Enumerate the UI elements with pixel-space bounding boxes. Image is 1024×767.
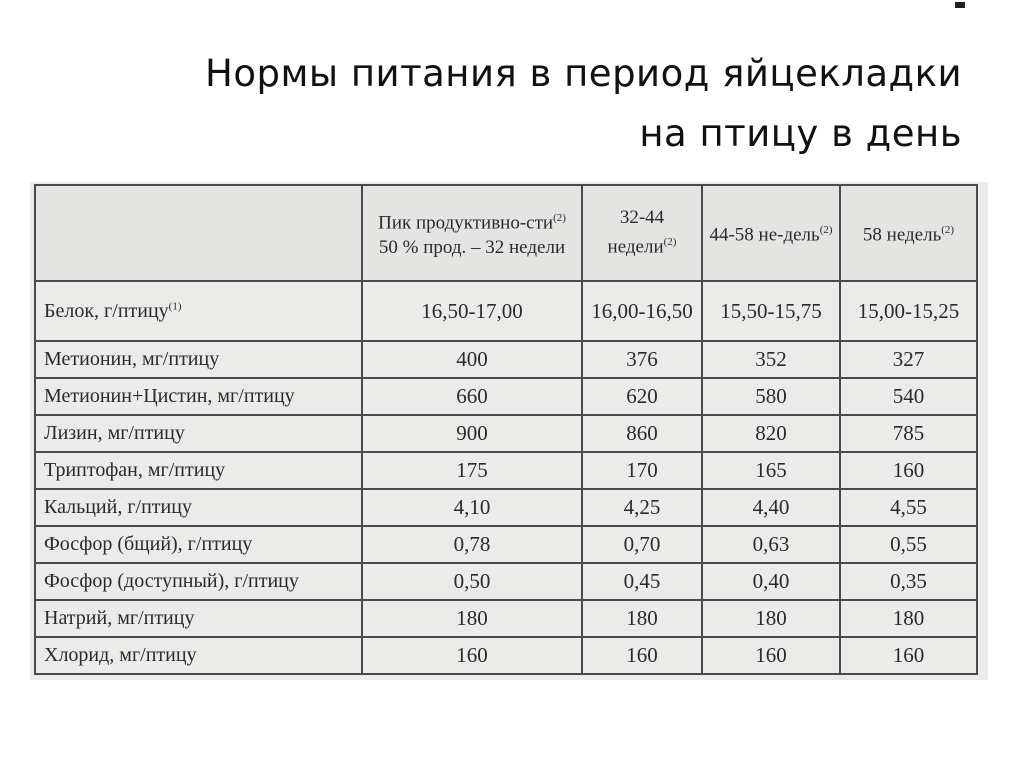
header-cell-44-58: 44-58 не-дель(2): [701, 184, 841, 282]
value-cell: 0,55: [839, 525, 978, 564]
value-cell: 4,55: [839, 488, 978, 527]
header-cell-peak: Пик продуктивно-сти(2) 50 % прод. – 32 н…: [361, 184, 583, 282]
value-cell: 165: [701, 451, 841, 490]
value-cell: 160: [581, 636, 703, 675]
value-cell: 0,50: [361, 562, 583, 601]
value-cell: 180: [361, 599, 583, 638]
value-cell: 327: [839, 340, 978, 379]
nutrition-table: Пик продуктивно-сти(2) 50 % прод. – 32 н…: [34, 184, 978, 675]
value-cell: 0,35: [839, 562, 978, 601]
title-line-2: на птицу в день: [639, 112, 962, 155]
table-row: Белок, г/птицу(1) 16,50-17,00 16,00-16,50 1…: [34, 280, 978, 342]
value-cell: 580: [701, 377, 841, 416]
table-row: Кальций, г/птицу 4,10 4,25 4,40 4,55: [34, 488, 978, 527]
table-row: Фосфор (бщий), г/птицу 0,78 0,70 0,63 0,55: [34, 525, 978, 564]
table-row: Лизин, мг/птицу 900 860 820 785: [34, 414, 978, 453]
row-label: Фосфор (бщий), г/птицу: [34, 525, 363, 564]
value-cell: 180: [839, 599, 978, 638]
value-cell: 400: [361, 340, 583, 379]
corner-dash-mark: [955, 2, 965, 8]
value-cell: 540: [839, 377, 978, 416]
value-cell: 15,50-15,75: [701, 280, 841, 342]
value-cell: 860: [581, 414, 703, 453]
value-cell: 0,45: [581, 562, 703, 601]
value-cell: 376: [581, 340, 703, 379]
row-label: Натрий, мг/птицу: [34, 599, 363, 638]
title-line-1: Нормы питания в период яйцекладки: [205, 52, 962, 95]
table-row: Триптофан, мг/птицу 175 170 165 160: [34, 451, 978, 490]
table-row: Метионин+Цистин, мг/птицу 660 620 580 540: [34, 377, 978, 416]
row-label: Хлорид, мг/птицу: [34, 636, 363, 675]
table-photo: Пик продуктивно-сти(2) 50 % прод. – 32 н…: [30, 182, 988, 680]
value-cell: 352: [701, 340, 841, 379]
row-label: Триптофан, мг/птицу: [34, 451, 363, 490]
row-label: Метионин, мг/птицу: [34, 340, 363, 379]
row-label: Метионин+Цистин, мг/птицу: [34, 377, 363, 416]
value-cell: 160: [839, 451, 978, 490]
value-cell: 180: [701, 599, 841, 638]
slide-title: Нормы питания в период яйцекладки на пти…: [205, 44, 962, 164]
table-row: Натрий, мг/птицу 180 180 180 180: [34, 599, 978, 638]
value-cell: 16,00-16,50: [581, 280, 703, 342]
value-cell: 820: [701, 414, 841, 453]
value-cell: 160: [839, 636, 978, 675]
header-cell-empty: [34, 184, 363, 282]
header-cell-32-44: 32-44 недели(2): [581, 184, 703, 282]
row-label: Белок, г/птицу(1): [34, 280, 363, 342]
value-cell: 0,70: [581, 525, 703, 564]
value-cell: 785: [839, 414, 978, 453]
value-cell: 180: [581, 599, 703, 638]
value-cell: 900: [361, 414, 583, 453]
header-cell-58: 58 недель(2): [839, 184, 978, 282]
row-label: Фосфор (доступный), г/птицу: [34, 562, 363, 601]
header-row: Пик продуктивно-сти(2) 50 % прод. – 32 н…: [34, 184, 978, 282]
table-row: Метионин, мг/птицу 400 376 352 327: [34, 340, 978, 379]
value-cell: 620: [581, 377, 703, 416]
row-label: Кальций, г/птицу: [34, 488, 363, 527]
row-label: Лизин, мг/птицу: [34, 414, 363, 453]
value-cell: 160: [361, 636, 583, 675]
value-cell: 4,40: [701, 488, 841, 527]
table-row: Хлорид, мг/птицу 160 160 160 160: [34, 636, 978, 675]
value-cell: 4,25: [581, 488, 703, 527]
value-cell: 4,10: [361, 488, 583, 527]
value-cell: 160: [701, 636, 841, 675]
value-cell: 660: [361, 377, 583, 416]
value-cell: 15,00-15,25: [839, 280, 978, 342]
value-cell: 175: [361, 451, 583, 490]
value-cell: 0,78: [361, 525, 583, 564]
table-row: Фосфор (доступный), г/птицу 0,50 0,45 0,40 0…: [34, 562, 978, 601]
value-cell: 170: [581, 451, 703, 490]
value-cell: 0,63: [701, 525, 841, 564]
value-cell: 16,50-17,00: [361, 280, 583, 342]
value-cell: 0,40: [701, 562, 841, 601]
